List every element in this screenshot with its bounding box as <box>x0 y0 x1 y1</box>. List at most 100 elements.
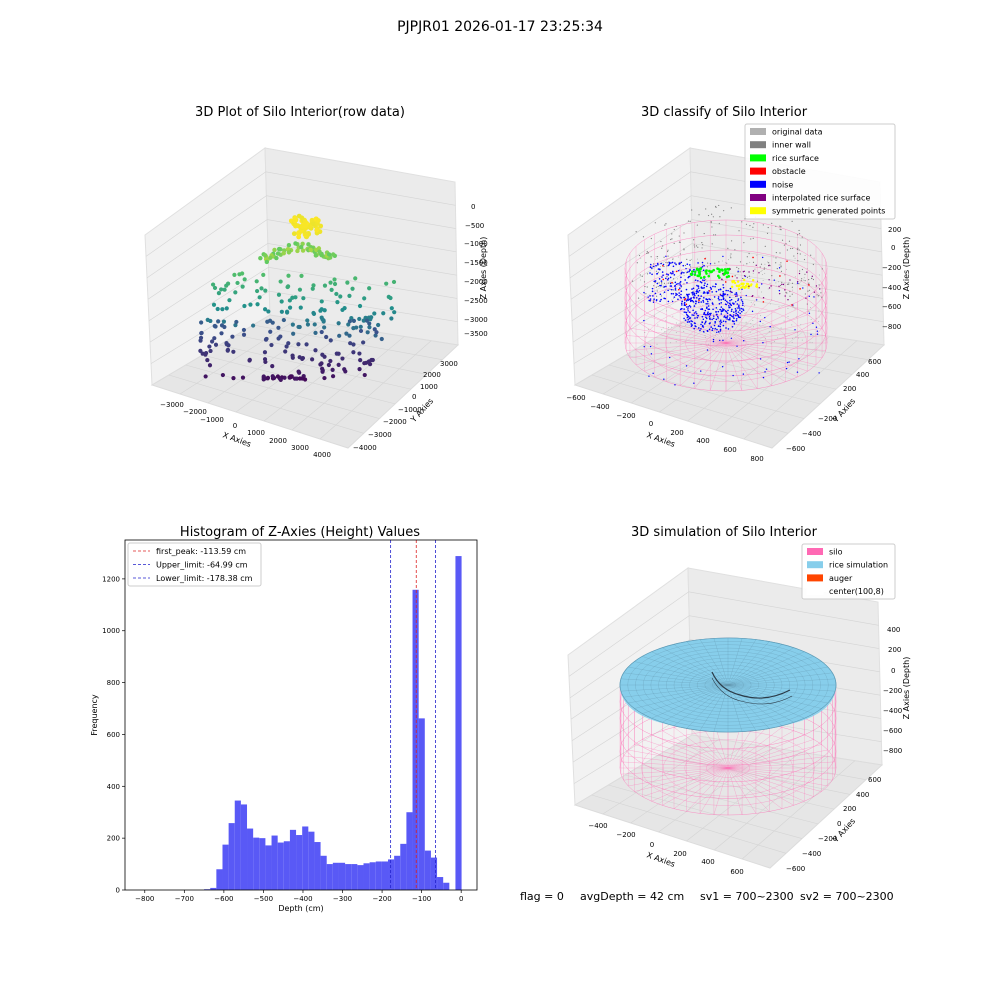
silo-floor-spoke <box>634 767 729 792</box>
silo-floor-spoke <box>727 767 836 775</box>
raw-point <box>224 342 229 347</box>
inner-wall-point <box>810 277 813 280</box>
raw-point <box>281 317 286 323</box>
raw-point <box>203 352 208 357</box>
histogram-bar <box>400 843 407 890</box>
original-point <box>745 321 747 323</box>
noise-point <box>702 318 705 321</box>
raw-point <box>211 302 217 307</box>
panel1-x-tick: 0 <box>233 422 237 430</box>
noise-point <box>683 301 686 304</box>
original-point <box>725 262 727 264</box>
original-point <box>744 313 746 315</box>
legend-label: auger <box>829 574 853 583</box>
silo-floor-spoke <box>725 335 826 344</box>
raw-point <box>320 317 325 322</box>
legend-swatch <box>807 574 823 582</box>
original-point <box>728 259 730 261</box>
original-point <box>743 305 745 307</box>
raw-point <box>299 273 304 278</box>
inner-wall-point <box>791 220 793 222</box>
raw-point <box>296 234 302 240</box>
raw-point <box>281 251 286 256</box>
silo-floor-spoke <box>727 734 805 769</box>
raw-point <box>328 280 333 285</box>
noise-point <box>818 372 820 374</box>
noise-point <box>703 296 705 299</box>
noise-point <box>785 367 788 370</box>
mesh-spoke <box>727 639 757 686</box>
raw-point <box>351 325 356 331</box>
noise-point <box>705 298 707 300</box>
inner-wall-point <box>683 232 685 234</box>
noise-point <box>726 316 728 319</box>
original-point <box>695 316 697 318</box>
grid-line <box>168 374 364 434</box>
inner-wall-point <box>662 245 664 247</box>
raw-point <box>351 342 356 347</box>
histogram-bar <box>443 882 450 890</box>
inner-wall-point <box>666 262 669 264</box>
legend-label: rice surface <box>772 154 819 163</box>
noise-point <box>692 296 695 299</box>
mesh-spoke <box>634 684 729 709</box>
histogram-x-ticks: −800 −700 −600 −500 −400 −300 −200 −100 0 <box>135 890 463 903</box>
rice-surface-point <box>726 271 729 275</box>
raw-point <box>203 374 208 379</box>
noise-point <box>680 297 683 299</box>
noise-point <box>722 292 725 295</box>
noise-point <box>667 289 669 292</box>
panel4-z-tick: −200 <box>883 687 902 695</box>
silo-floor-spoke <box>623 755 729 769</box>
noise-point <box>692 287 695 290</box>
symmetric-point <box>730 285 734 289</box>
grid-line <box>630 743 747 824</box>
noise-point <box>656 272 659 275</box>
inner-wall-point <box>818 284 820 286</box>
noise-point <box>706 312 709 315</box>
noise-point <box>648 299 650 302</box>
original-point <box>662 292 664 294</box>
inner-wall-point <box>779 284 782 287</box>
panel2-x-ticks: −600 −400 −200 0 200 400 600 800 <box>566 394 763 463</box>
silo-floor-spoke <box>727 767 828 787</box>
x-tick-label: −100 <box>412 895 431 903</box>
raw-point <box>299 244 304 250</box>
noise-point <box>724 316 727 319</box>
noise-point <box>712 315 715 317</box>
symmetric-point <box>741 285 745 288</box>
noise-point <box>734 307 737 310</box>
raw-point <box>317 249 322 254</box>
rice-surface-point <box>699 267 702 271</box>
panel3-title: Histogram of Z-Axies (Height) Values <box>180 525 420 540</box>
raw-point <box>302 219 308 225</box>
grid-line <box>687 331 803 422</box>
noise-point <box>670 285 673 287</box>
noise-point <box>716 313 718 316</box>
noise-point <box>736 313 739 316</box>
noise-point <box>706 291 709 294</box>
silo-floor-spoke <box>727 749 828 769</box>
noise-point <box>717 296 720 298</box>
original-point <box>761 291 763 293</box>
noise-point <box>695 297 698 299</box>
noise-point <box>808 312 811 314</box>
mesh-spoke <box>727 661 822 686</box>
original-point <box>680 269 682 271</box>
noise-point <box>724 293 727 295</box>
raw-point <box>322 375 327 381</box>
noise-point <box>712 327 714 330</box>
raw-point <box>358 324 363 329</box>
inner-wall-point <box>657 271 659 273</box>
interpolated-point <box>784 289 786 291</box>
raw-point <box>276 325 281 330</box>
mesh-spoke <box>642 656 729 686</box>
inner-wall-point <box>807 290 809 292</box>
noise-point <box>701 261 704 264</box>
raw-point <box>198 338 203 343</box>
noise-point <box>707 308 710 311</box>
noise-point <box>674 384 676 386</box>
original-point <box>764 326 766 328</box>
grid-line <box>146 195 267 279</box>
